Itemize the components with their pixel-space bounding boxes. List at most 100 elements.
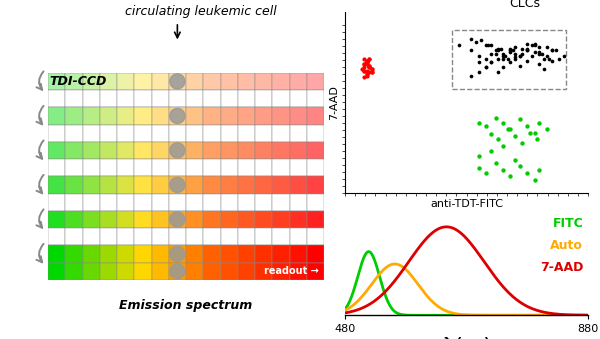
Bar: [169, 194, 186, 211]
Bar: [238, 211, 255, 228]
Bar: [100, 176, 117, 194]
Bar: [134, 211, 151, 228]
Bar: [169, 176, 186, 194]
Point: [493, 69, 503, 75]
Bar: [83, 159, 100, 176]
Point: [365, 63, 374, 68]
Bar: [48, 262, 65, 280]
Bar: [65, 142, 83, 159]
Point: [505, 49, 515, 55]
Circle shape: [170, 108, 185, 123]
Bar: [255, 107, 272, 124]
Point: [367, 66, 377, 72]
Bar: [221, 142, 238, 159]
Point: [474, 53, 484, 58]
Bar: [65, 90, 83, 107]
Bar: [48, 124, 65, 142]
Bar: [255, 73, 272, 90]
Bar: [221, 90, 238, 107]
Bar: [100, 73, 117, 90]
Point: [505, 46, 515, 52]
Bar: [117, 73, 134, 90]
Bar: [307, 228, 324, 245]
Point: [486, 132, 496, 137]
Point: [525, 130, 535, 136]
Bar: [186, 262, 203, 280]
Point: [515, 164, 525, 169]
Bar: [255, 176, 272, 194]
Bar: [221, 245, 238, 262]
Point: [498, 64, 508, 70]
Bar: [48, 228, 65, 245]
Bar: [65, 211, 83, 228]
Point: [523, 48, 532, 53]
Bar: [238, 124, 255, 142]
Point: [537, 51, 547, 57]
Point: [535, 120, 544, 125]
Point: [493, 137, 503, 142]
Bar: [151, 73, 169, 90]
Bar: [307, 211, 324, 228]
Bar: [151, 142, 169, 159]
Point: [493, 46, 503, 52]
Bar: [83, 124, 100, 142]
Point: [481, 56, 491, 62]
Bar: [272, 124, 290, 142]
X-axis label: λ (nm): λ (nm): [443, 337, 490, 339]
Bar: [255, 159, 272, 176]
Point: [493, 48, 503, 53]
Point: [547, 58, 556, 63]
Bar: [134, 228, 151, 245]
Bar: [290, 107, 307, 124]
Point: [530, 130, 539, 136]
Point: [467, 48, 476, 53]
Bar: [221, 194, 238, 211]
Point: [523, 46, 532, 52]
Bar: [186, 159, 203, 176]
Point: [539, 56, 549, 62]
Bar: [290, 124, 307, 142]
Bar: [83, 73, 100, 90]
Point: [474, 120, 484, 125]
Point: [362, 71, 371, 77]
Bar: [65, 194, 83, 211]
Bar: [186, 107, 203, 124]
Bar: [134, 262, 151, 280]
Bar: [238, 176, 255, 194]
Point: [476, 38, 486, 43]
Bar: [290, 194, 307, 211]
Bar: [134, 245, 151, 262]
Point: [510, 157, 520, 162]
Point: [359, 61, 369, 67]
Point: [510, 56, 520, 62]
Point: [523, 41, 532, 46]
Bar: [65, 262, 83, 280]
Bar: [117, 245, 134, 262]
Point: [359, 68, 369, 73]
Point: [362, 58, 371, 63]
Point: [493, 56, 503, 62]
Bar: [48, 142, 65, 159]
Point: [503, 56, 512, 62]
Bar: [100, 228, 117, 245]
Bar: [48, 176, 65, 194]
Bar: [48, 194, 65, 211]
Bar: [151, 228, 169, 245]
Bar: [134, 176, 151, 194]
Bar: [203, 142, 221, 159]
Bar: [117, 262, 134, 280]
Point: [515, 117, 525, 122]
Bar: [186, 90, 203, 107]
Point: [481, 43, 491, 48]
Point: [474, 154, 484, 159]
Point: [523, 123, 532, 129]
Point: [467, 73, 476, 78]
Bar: [169, 124, 186, 142]
Point: [367, 69, 377, 75]
Text: TDI-CCD: TDI-CCD: [50, 75, 107, 88]
Bar: [100, 159, 117, 176]
Point: [544, 56, 554, 62]
Point: [486, 60, 496, 65]
Bar: [255, 245, 272, 262]
Bar: [134, 107, 151, 124]
